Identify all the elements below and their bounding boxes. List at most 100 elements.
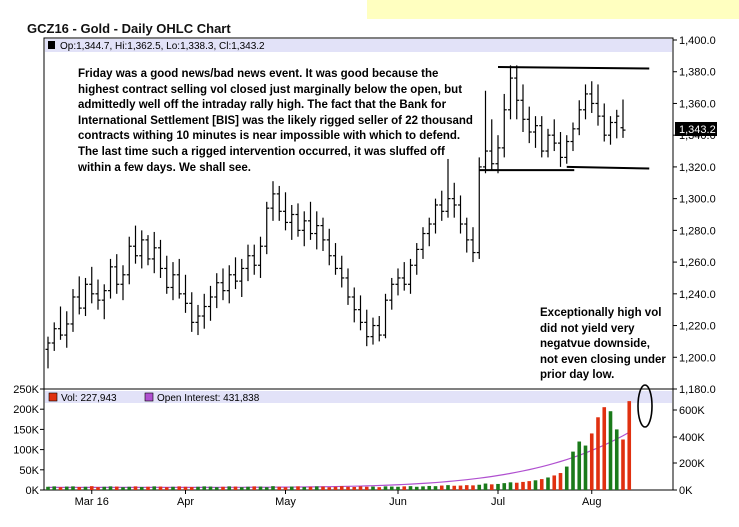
- volume-bar: [96, 487, 100, 490]
- volume-bar: [214, 487, 219, 490]
- ohlc-bar: [101, 284, 107, 320]
- volume-bar: [227, 486, 232, 490]
- volume-bar: [521, 481, 525, 490]
- oi-tick-label: 400K: [679, 432, 705, 444]
- ohlc-bar: [233, 257, 238, 290]
- ohlc-bar: [564, 135, 570, 164]
- volume-bar: [121, 487, 125, 490]
- volume-bar: [539, 479, 544, 490]
- volume-bar: [558, 473, 563, 490]
- ohlc-bar: [251, 244, 257, 275]
- ohlc-bar: [114, 254, 120, 294]
- price-tick-label: 1,280.0: [679, 225, 716, 237]
- oi-tick-label: 0K: [679, 485, 693, 497]
- ohlc-bar: [508, 65, 513, 120]
- ohlc-bar: [145, 235, 151, 266]
- volume-bar: [296, 486, 300, 490]
- ohlc-bar: [89, 266, 95, 304]
- volume-bar: [271, 486, 275, 490]
- volume-bar: [83, 486, 88, 490]
- volume-bar: [596, 417, 600, 490]
- ohlc-bar: [545, 128, 551, 158]
- volume-bar: [252, 486, 257, 490]
- vol-tick-label: 0K: [26, 485, 40, 497]
- volume-header-band: [45, 391, 672, 403]
- ohlc-bar: [401, 262, 407, 291]
- ohlc-bar: [426, 217, 432, 247]
- x-tick-label: Apr: [177, 496, 194, 508]
- vol-tick-label: 100K: [13, 445, 39, 457]
- volume-bar: [108, 486, 113, 490]
- volume-bar: [208, 486, 213, 490]
- top-banner: [367, 0, 739, 19]
- vol-tick-label: 50K: [19, 465, 39, 477]
- volume-bar: [383, 486, 388, 490]
- volume-bar: [464, 485, 469, 490]
- price-tick-label: 1,400.0: [679, 35, 716, 47]
- volume-bar: [196, 486, 200, 490]
- volume-bar: [177, 486, 182, 490]
- ohlc-bar: [589, 81, 595, 113]
- ohlc-bar: [320, 217, 326, 251]
- volume-bar: [102, 486, 107, 490]
- ohlc-bar: [270, 181, 276, 221]
- volume-bar: [502, 483, 507, 490]
- volume-bar: [139, 486, 144, 490]
- ohlc-bar: [345, 268, 351, 305]
- ohlc-bar: [120, 265, 126, 301]
- volume-bar: [602, 407, 607, 490]
- x-tick-label: Jun: [389, 496, 407, 508]
- ohlc-bar: [439, 190, 445, 221]
- ohlc-bar: [483, 90, 488, 174]
- ohlc-bar: [445, 158, 451, 218]
- vol-tick-label: 250K: [13, 384, 39, 396]
- ohlc-bar: [558, 132, 563, 167]
- volume-bar: [552, 475, 557, 490]
- volume-bar: [408, 486, 413, 490]
- ohlc-bar: [51, 322, 57, 351]
- volume-bar: [133, 486, 138, 490]
- price-tick-label: 1,240.0: [679, 289, 716, 301]
- ohlc-bar: [201, 293, 207, 329]
- ohlc-bar: [620, 99, 626, 138]
- oi-tick-label: 1,180.0: [679, 384, 716, 396]
- volume-bar: [164, 487, 169, 490]
- volume-bar: [583, 445, 588, 490]
- ohlc-bar: [258, 236, 263, 278]
- ohlc-bar: [139, 230, 145, 269]
- ohlc-bar: [414, 243, 420, 275]
- volume-bar: [402, 486, 407, 490]
- ohlc-bar: [83, 277, 88, 317]
- ohlc-bar: [151, 231, 157, 274]
- volume-bar: [433, 486, 438, 490]
- volume-bar: [283, 487, 288, 490]
- volume-bar: [614, 429, 619, 490]
- volume-bar: [264, 487, 269, 490]
- ohlc-bar: [308, 201, 313, 240]
- ohlc-bar: [551, 119, 557, 152]
- commentary-annotation: Friday was a good news/bad news event. I…: [78, 68, 473, 174]
- volume-bar: [508, 482, 513, 490]
- x-tick-label: Mar 16: [75, 496, 109, 508]
- ohlc-bar: [339, 255, 345, 288]
- ohlc-bar: [520, 84, 526, 133]
- trendline: [566, 165, 650, 170]
- volume-bar: [258, 486, 263, 490]
- ohlc-bar: [576, 100, 582, 136]
- ohlc-bar: [526, 106, 532, 144]
- volume-bar: [389, 486, 394, 490]
- x-tick-label: Aug: [582, 496, 602, 508]
- volume-bar: [483, 483, 488, 490]
- ohlc-bar: [158, 239, 163, 278]
- ohlc-bar: [289, 204, 295, 240]
- ohlc-bar: [383, 293, 388, 339]
- volume-bar: [371, 486, 375, 490]
- price-tick-label: 1,360.0: [679, 98, 716, 110]
- ohlc-bar: [214, 273, 220, 309]
- volume-bar: [221, 486, 225, 490]
- ohlc-bar: [58, 306, 63, 340]
- ohlc-bar: [514, 65, 520, 120]
- ohlc-bar: [470, 227, 476, 263]
- volume-bar: [339, 486, 344, 490]
- volume-bar: [458, 485, 463, 490]
